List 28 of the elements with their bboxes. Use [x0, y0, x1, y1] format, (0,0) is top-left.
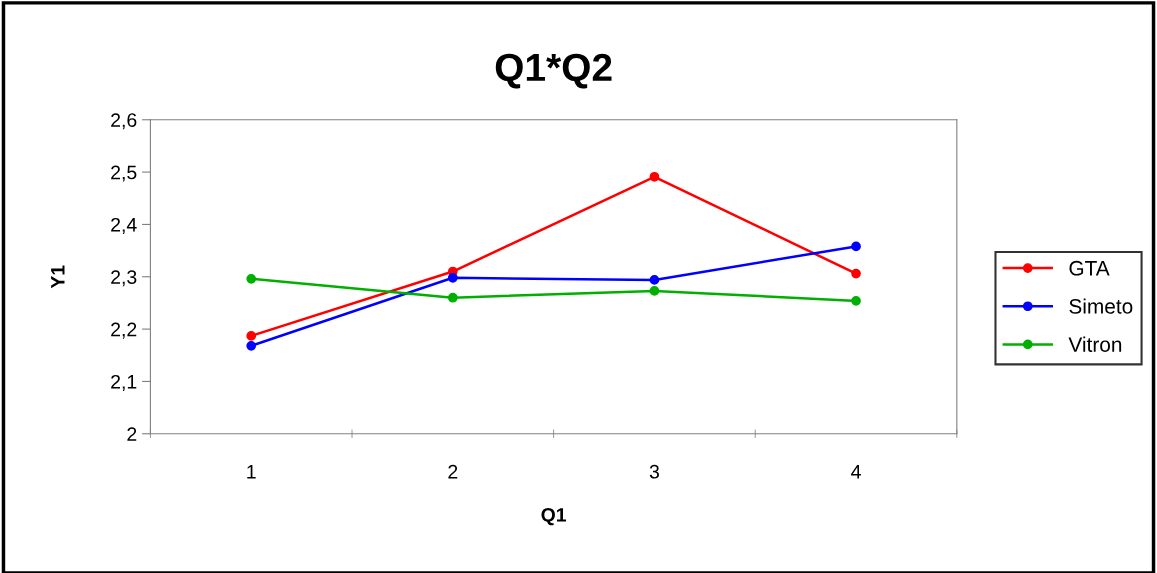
point [851, 241, 861, 252]
legend-label: Vitron [1068, 336, 1122, 352]
y-tick-label: 2,1 [111, 374, 137, 391]
point [649, 286, 660, 296]
y-tick-label: 2 [127, 427, 137, 441]
point [649, 171, 660, 182]
point [246, 340, 257, 351]
legend-label: GTA [1069, 260, 1110, 276]
point [447, 292, 458, 303]
legend-label: Simeto [1069, 298, 1133, 314]
x-tick-label: 3 [649, 464, 659, 479]
x-tick-label: 1 [247, 465, 256, 479]
y-axis-title: Y1 [51, 265, 65, 289]
x-tick-label: 4 [851, 465, 861, 479]
y-tick-label: 2,5 [111, 165, 137, 182]
x-axis-title: Q1 [541, 507, 567, 526]
y-tick-label: 2,6 [111, 113, 137, 130]
point [851, 295, 861, 306]
point [246, 273, 257, 284]
y-tick-label: 2,2 [111, 322, 137, 339]
y-tick-label: 2,3 [111, 270, 137, 287]
point [246, 331, 257, 341]
y-tick-label: 2,4 [111, 217, 137, 234]
point [447, 272, 458, 283]
chart-title: Q1*Q2 [495, 53, 612, 89]
point [649, 275, 660, 285]
point [851, 268, 861, 279]
x-tick-label: 2 [448, 464, 458, 479]
